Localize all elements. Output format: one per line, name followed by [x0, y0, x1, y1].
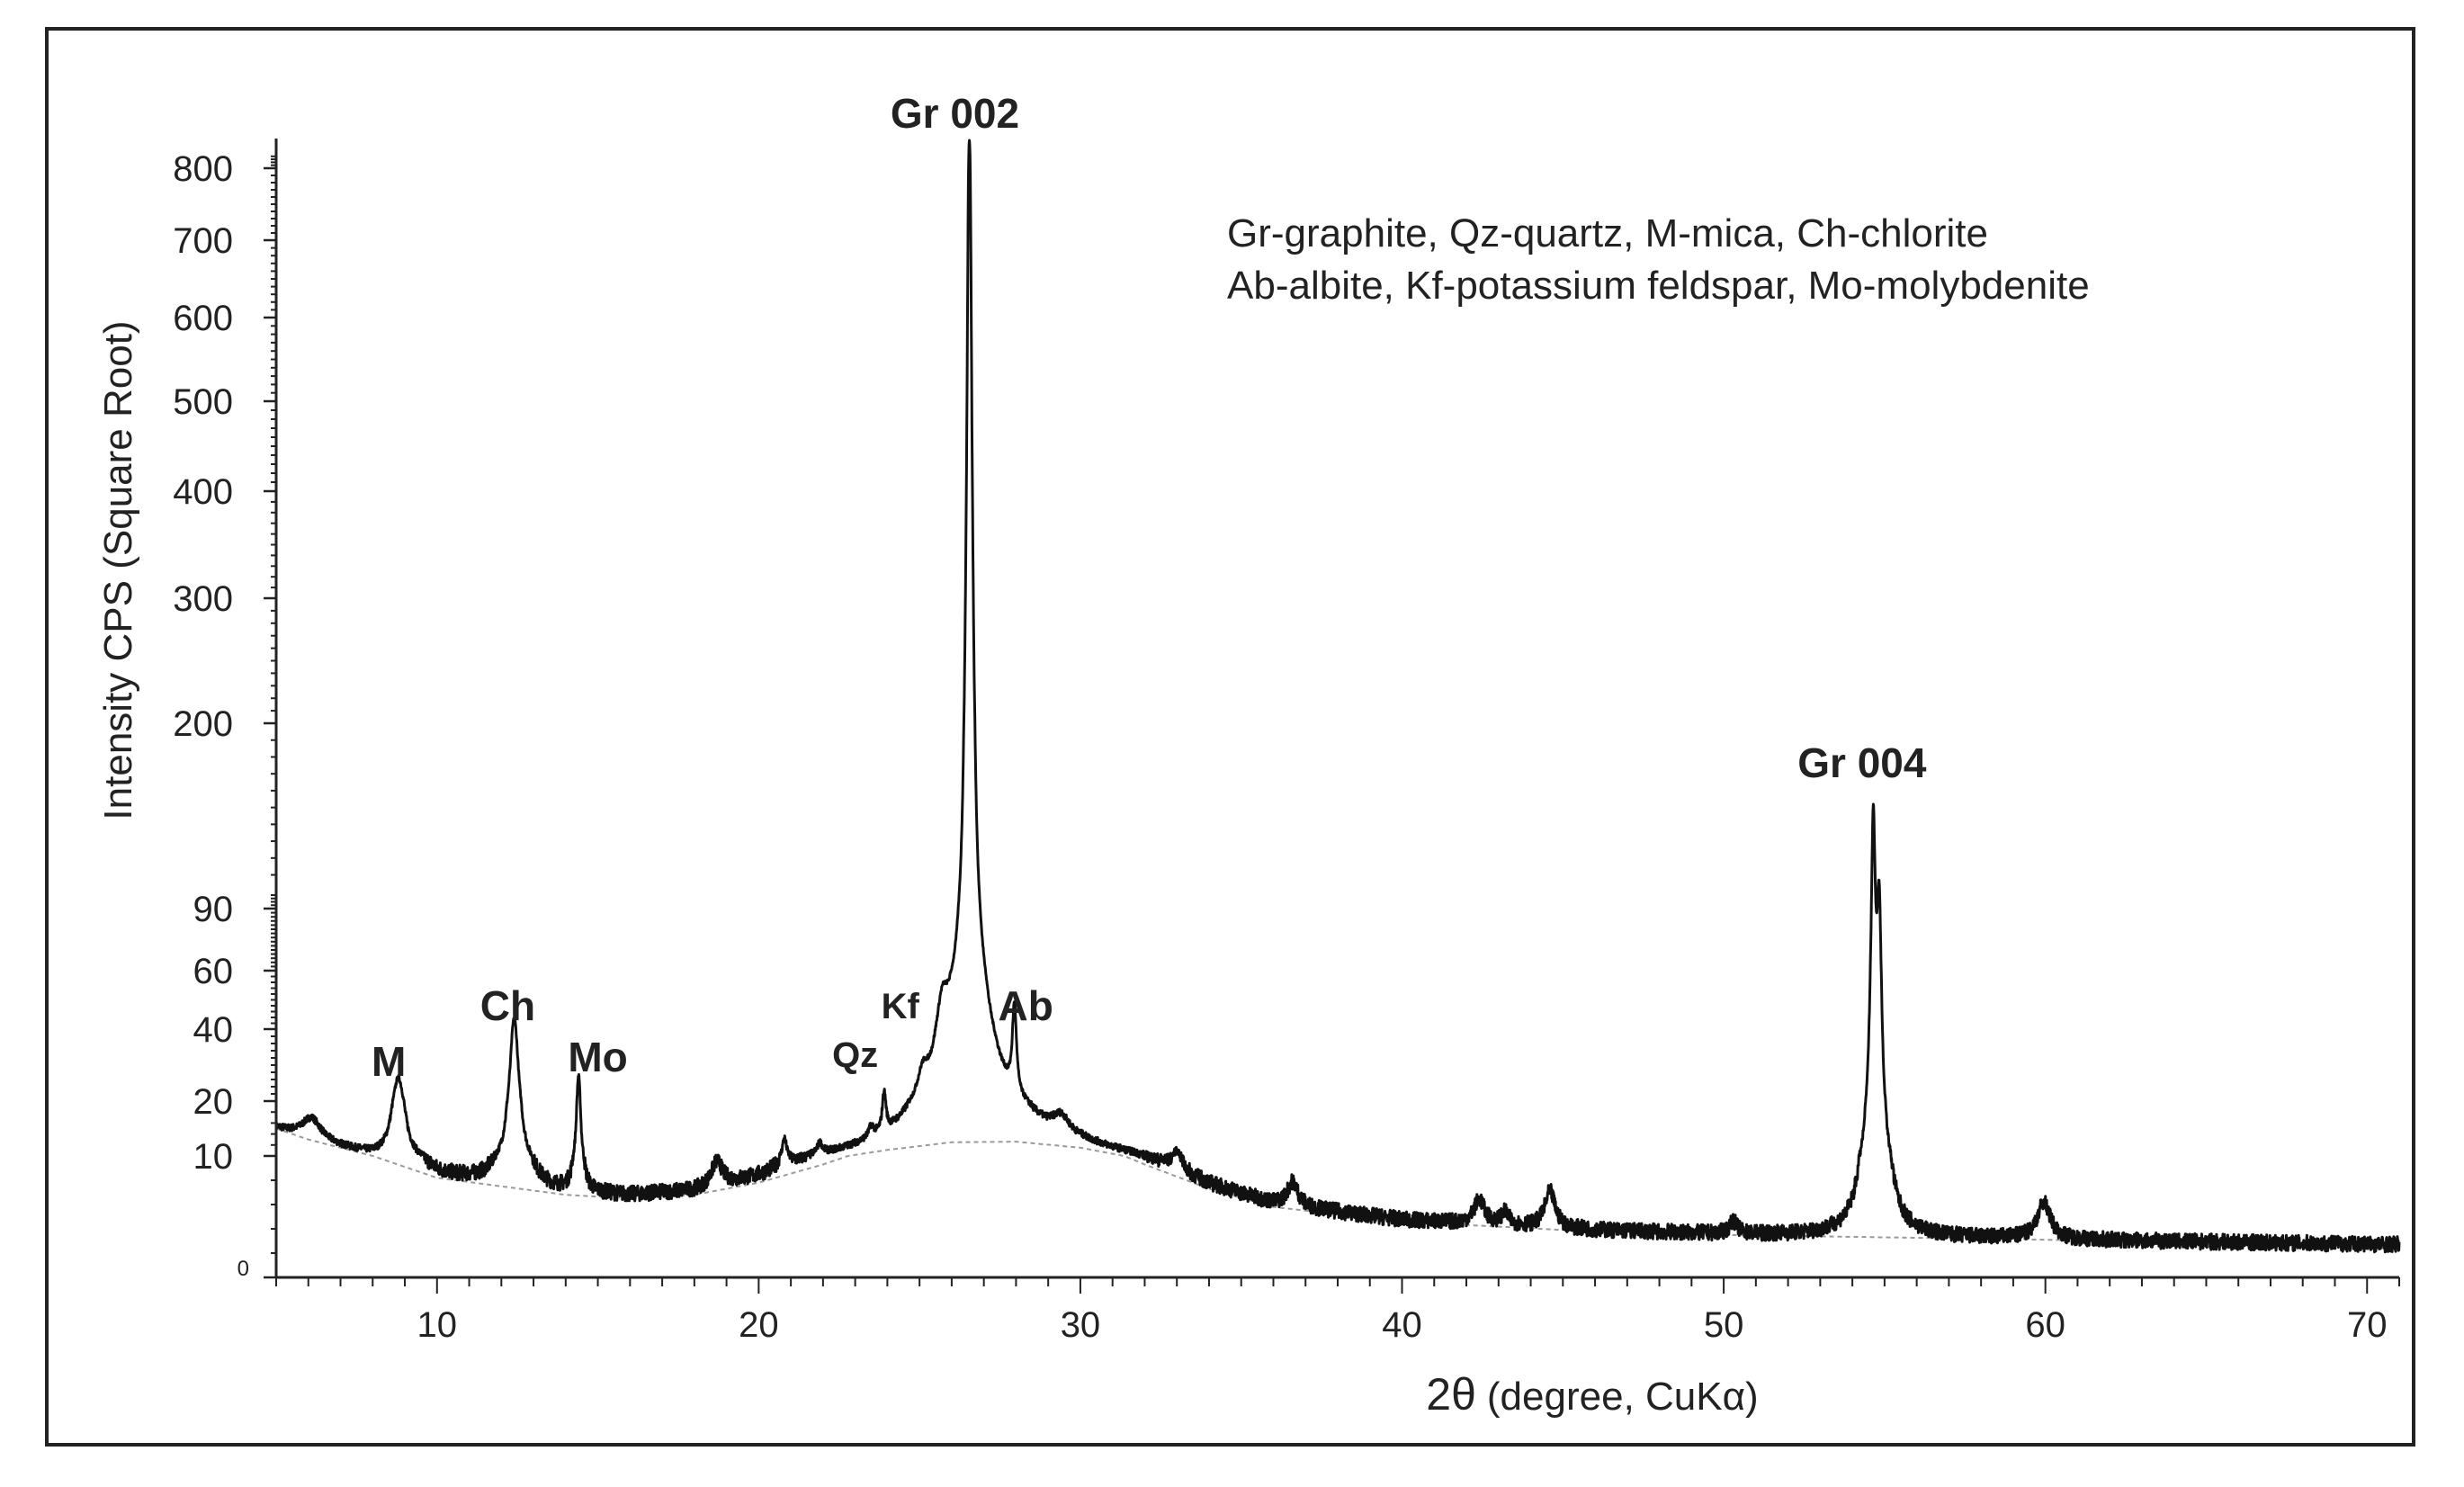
y-tick-label: 500: [173, 382, 233, 422]
x-tick-label: 40: [1382, 1305, 1422, 1345]
legend: Gr-graphite, Qz-quartz, M-mica, Ch-chlor…: [1227, 211, 2090, 308]
y-tick-label: 800: [173, 149, 233, 189]
y-tick-label: 400: [173, 472, 233, 512]
figure-frame: 10 20 30 40 50 60 70 0 10 20 40 60 90 200 300 400 500 60…: [45, 27, 2415, 1447]
y-tick-label: 0: [237, 1257, 249, 1281]
y-tick-label: 20: [193, 1082, 234, 1122]
x-tick-label: 10: [417, 1305, 458, 1345]
axes-group: [274, 139, 2399, 1279]
y-tick-label: 300: [173, 579, 233, 619]
x-tick-label: 50: [1704, 1305, 1744, 1345]
y-tick-label: 200: [173, 704, 233, 744]
x-axis-label-unit: (degree, CuKα): [1487, 1375, 1759, 1419]
x-tick-label: 60: [2025, 1305, 2065, 1345]
peak-label: Ab: [998, 982, 1053, 1029]
x-tick-label: 20: [739, 1305, 779, 1345]
peak-label: Mo: [568, 1034, 627, 1080]
xrd-chart: 10 20 30 40 50 60 70 0 10 20 40 60 90 200 300 400 500 60…: [96, 90, 2401, 1420]
x-axis-label: 2θ (degree, CuKα): [1426, 1369, 1758, 1420]
y-tick-label: 40: [193, 1010, 234, 1050]
peak-label: M: [372, 1038, 406, 1085]
y-tick-label: 10: [193, 1137, 234, 1177]
legend-line-2: Ab-albite, Kf-potassium feldspar, Mo-mol…: [1227, 264, 2090, 308]
diffraction-trace: [274, 139, 2401, 1254]
y-tick-label: 600: [173, 299, 233, 338]
peak-label: Gr 002: [891, 90, 1019, 137]
peak-label: Qz: [832, 1035, 878, 1075]
y-tick-label: 700: [173, 221, 233, 261]
peak-label: Kf: [882, 987, 920, 1026]
y-axis-label: Intensity CPS (Square Root): [96, 320, 140, 820]
y-tick-label: 60: [193, 952, 234, 991]
y-tick-label: 90: [193, 890, 234, 929]
peak-label: Ch: [480, 982, 535, 1029]
legend-line-1: Gr-graphite, Qz-quartz, M-mica, Ch-chlor…: [1227, 211, 1988, 255]
x-tick-label: 30: [1061, 1305, 1101, 1345]
x-axis-label-main: 2θ: [1426, 1369, 1476, 1420]
x-ticks-group: 10 20 30 40 50 60 70: [275, 1277, 2400, 1345]
peak-label: Gr 004: [1797, 739, 1927, 786]
series-group: [274, 139, 2401, 1254]
y-ticks-group: 0 10 20 40 60 90 200 300 400 500 600 700 800: [173, 149, 276, 1281]
x-tick-label: 70: [2347, 1305, 2388, 1345]
